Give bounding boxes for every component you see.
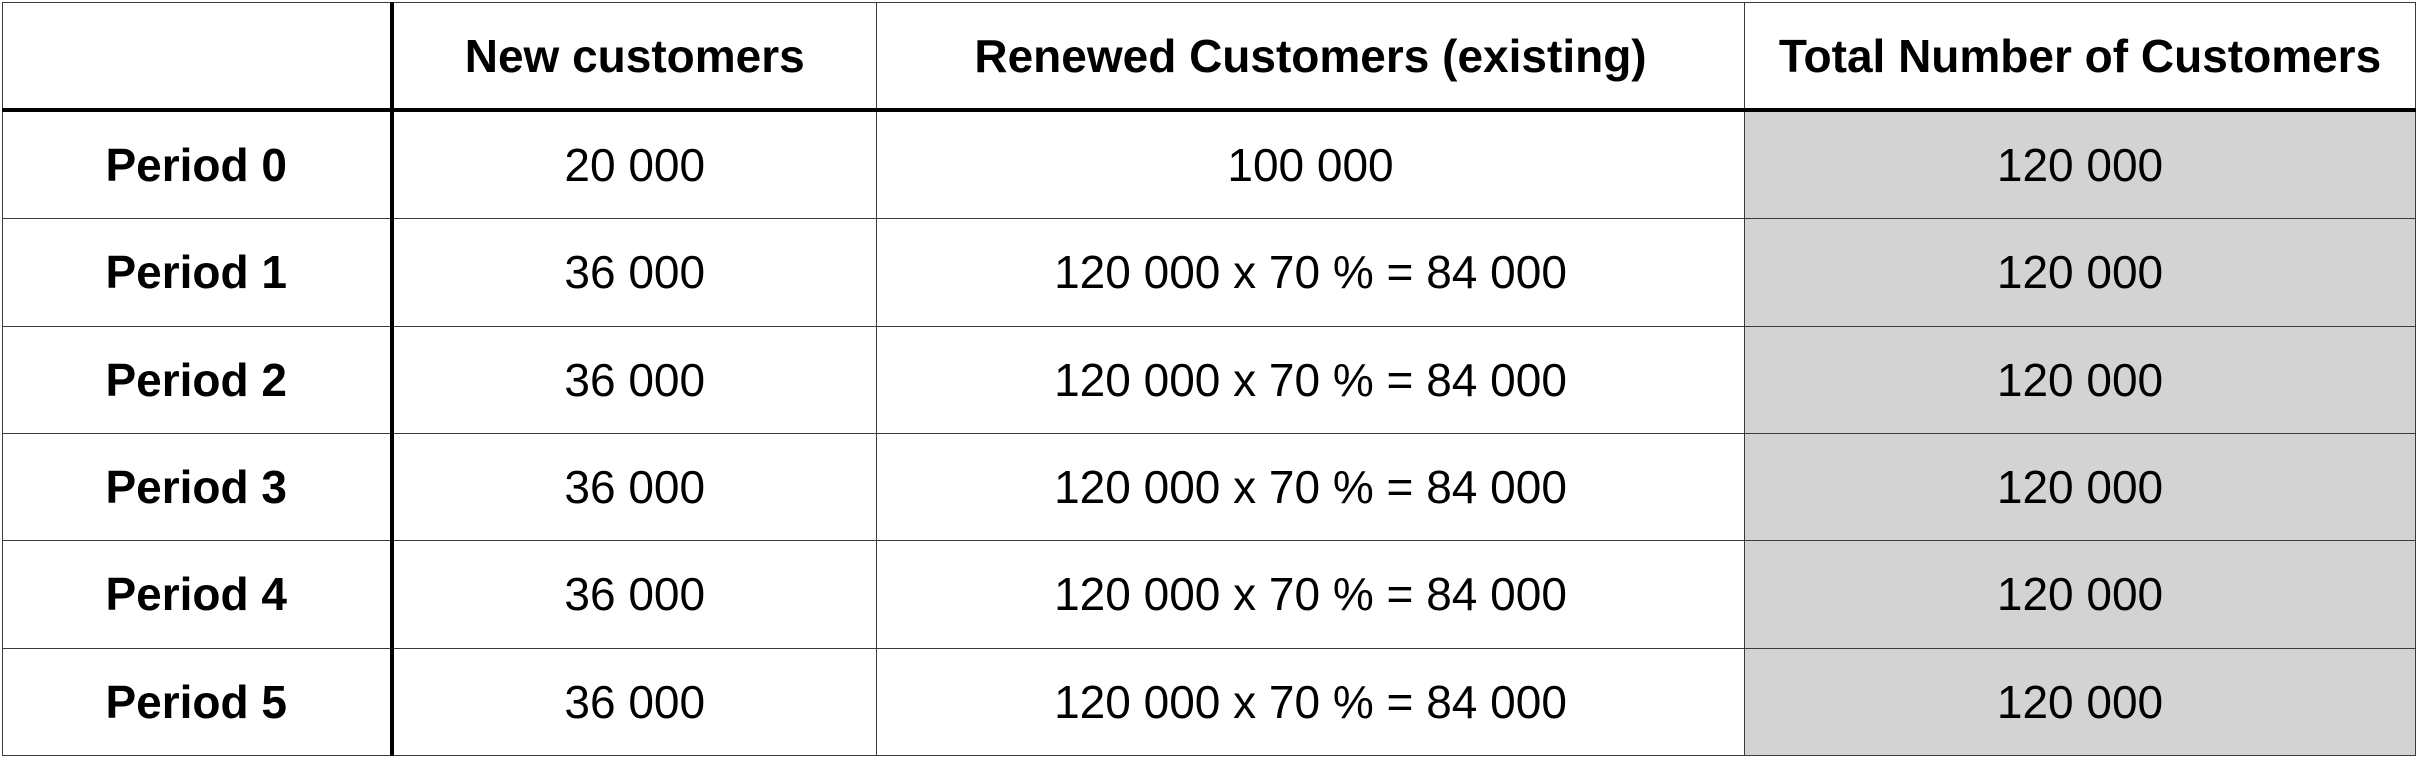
row-label-period: Period 2 [2,325,394,434]
cell-total-customers: 120 000 [1744,109,2416,220]
cell-new-customers: 36 000 [391,218,877,327]
cell-total-customers: 120 000 [1744,540,2416,649]
table-row: Period 3 36 000 120 000 x 70 % = 84 000 … [2,432,2416,542]
table-row: Period 2 36 000 120 000 x 70 % = 84 000 … [2,325,2416,434]
cell-renewed-customers: 120 000 x 70 % = 84 000 [876,432,1745,542]
cell-total-customers: 120 000 [1744,647,2416,757]
cell-renewed-customers: 100 000 [876,109,1745,220]
cell-total-customers: 120 000 [1744,432,2416,542]
row-label-period: Period 0 [2,109,394,220]
header-renewed-customers: Renewed Customers (existing) [876,2,1745,112]
corner-cell [2,2,394,112]
cell-total-customers: 120 000 [1744,218,2416,327]
cell-new-customers: 36 000 [391,325,877,434]
cell-new-customers: 20 000 [391,109,877,220]
row-label-period: Period 3 [2,432,394,542]
table-row: Period 4 36 000 120 000 x 70 % = 84 000 … [2,540,2416,649]
cell-renewed-customers: 120 000 x 70 % = 84 000 [876,647,1745,757]
header-total-customers: Total Number of Customers [1744,2,2416,112]
cell-new-customers: 36 000 [391,432,877,542]
cell-renewed-customers: 120 000 x 70 % = 84 000 [876,325,1745,434]
cell-renewed-customers: 120 000 x 70 % = 84 000 [876,540,1745,649]
cell-renewed-customers: 120 000 x 70 % = 84 000 [876,218,1745,327]
row-label-period: Period 4 [2,540,394,649]
table-header: New customers Renewed Customers (existin… [2,2,2416,112]
cell-new-customers: 36 000 [391,647,877,757]
row-label-period: Period 5 [2,647,394,757]
cell-new-customers: 36 000 [391,540,877,649]
table-row: Period 5 36 000 120 000 x 70 % = 84 000 … [2,647,2416,757]
table-body: Period 0 20 000 100 000 120 000 Period 1… [2,109,2416,757]
table-row: Period 1 36 000 120 000 x 70 % = 84 000 … [2,218,2416,327]
header-new-customers: New customers [391,2,877,112]
table-row: Period 0 20 000 100 000 120 000 [2,109,2416,220]
header-row: New customers Renewed Customers (existin… [2,2,2416,112]
row-label-period: Period 1 [2,218,394,327]
cell-total-customers: 120 000 [1744,325,2416,434]
